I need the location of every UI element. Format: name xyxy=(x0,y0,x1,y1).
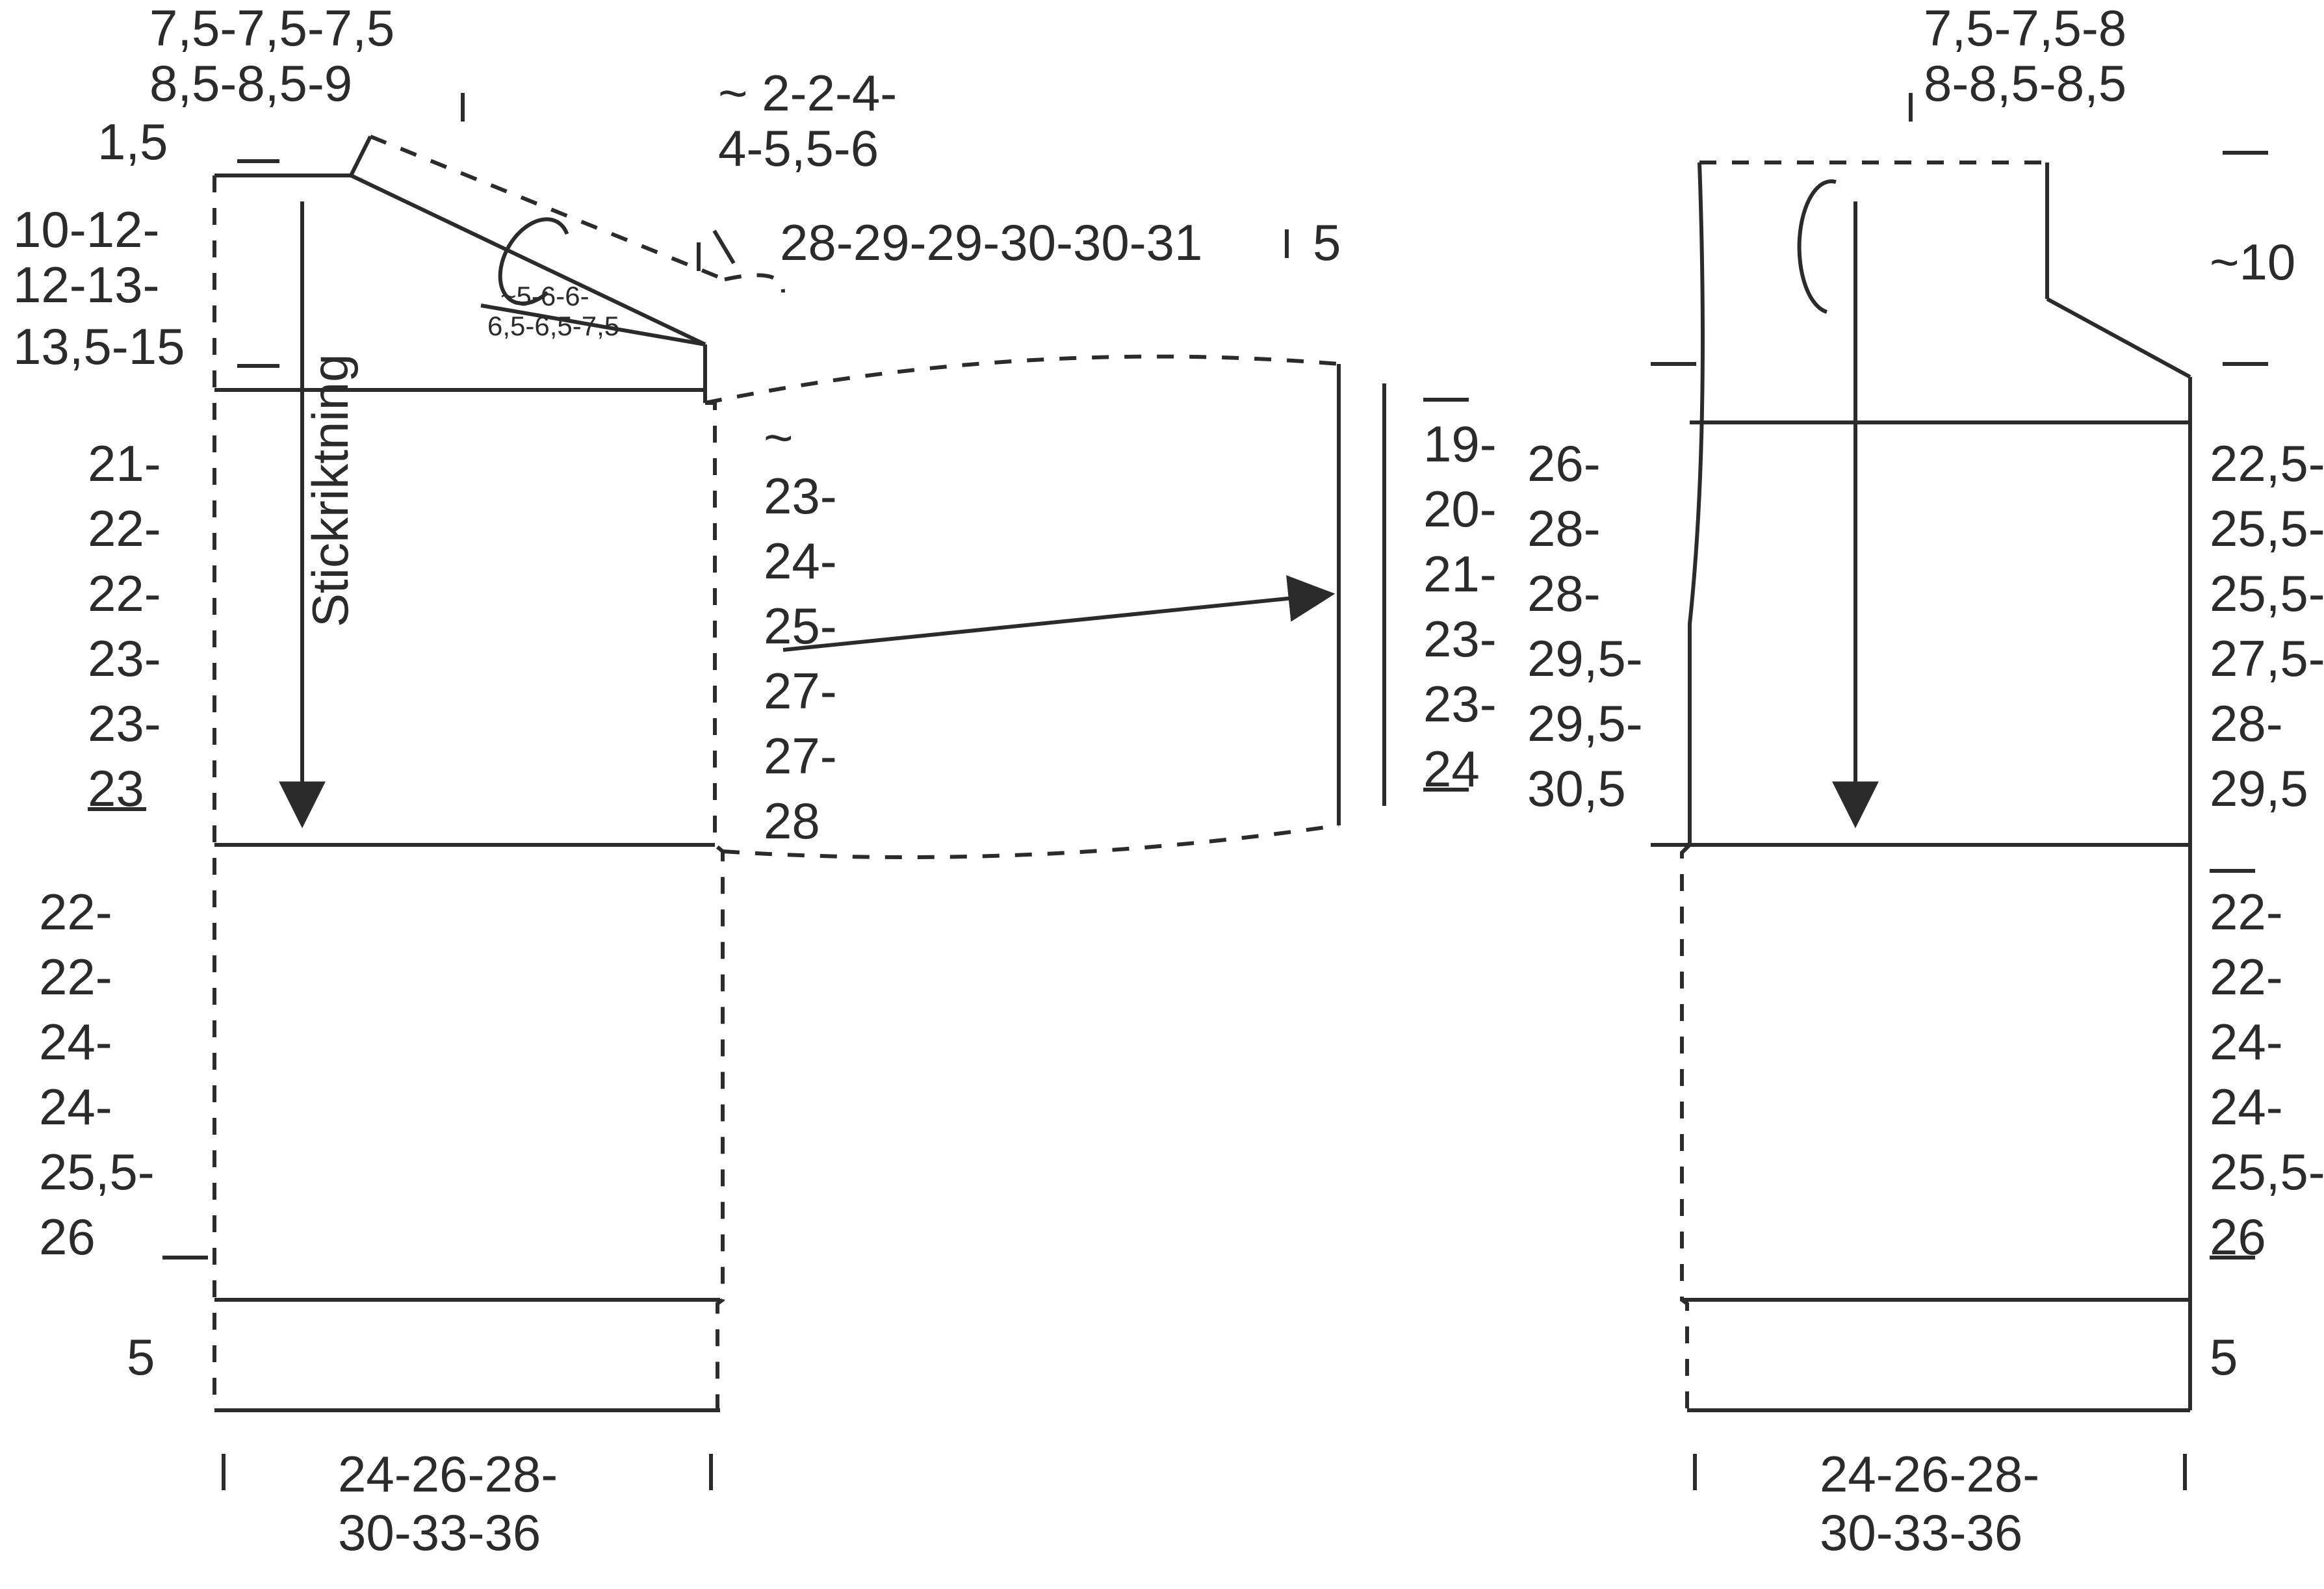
left-lower-stack: 22- xyxy=(39,948,112,1005)
left-sleeve-mid-stack: 27- xyxy=(764,727,837,784)
left-neck-hint-2: 6,5-6,5-7,5 xyxy=(487,311,619,341)
right-top-1: 7,5-7,5-8 xyxy=(1924,0,2126,57)
right-lower-stack: 24- xyxy=(2210,1078,2283,1135)
right-ten: ~10 xyxy=(2210,233,2295,291)
left-side-stack: 23- xyxy=(88,630,161,687)
left-sleeve-mid-stack: 23- xyxy=(764,467,837,524)
right-side-right-stack: 28- xyxy=(2210,695,2283,752)
left-side-stack: 22- xyxy=(88,500,161,557)
right-side-left-stack: 30,5 xyxy=(1527,760,1626,817)
right-side-left-stack: 29,5- xyxy=(1527,630,1643,687)
right-side-left-stack: 26- xyxy=(1527,435,1601,492)
right-side-right-stack: 22,5- xyxy=(2210,435,2324,492)
direction-label: Stickriktning xyxy=(302,354,359,627)
right-lower-stack: 25,5- xyxy=(2210,1143,2324,1200)
left-sleeve-end-stack: 19- xyxy=(1423,415,1497,472)
left-hem-5: 5 xyxy=(127,1328,155,1386)
right-side-left-stack: 29,5- xyxy=(1527,695,1643,752)
left-lower-stack: 26 xyxy=(39,1208,96,1265)
left-side-stack: 23- xyxy=(88,695,161,752)
schematic-svg: Stickriktning 7,5-7,5-7,58,5-8,5-91,5 10-1… xyxy=(0,0,2324,1589)
right-side-right-stack: 29,5 xyxy=(2210,760,2308,817)
left-five: 5 xyxy=(1313,214,1341,271)
left-approx-1: ~ 2-2-4- xyxy=(718,64,897,122)
left-bottom-2: 30-33-36 xyxy=(338,1504,541,1561)
left-lower-stack: 22- xyxy=(39,883,112,940)
left-top-1: 7,5-7,5-7,5 xyxy=(149,0,394,57)
left-sleeve-end-stack: 23- xyxy=(1423,675,1497,732)
right-bottom-2: 30-33-36 xyxy=(1820,1504,2022,1561)
right-hem-5: 5 xyxy=(2210,1328,2238,1386)
left-lower-stack: 25,5- xyxy=(39,1143,155,1200)
left-sleeve-mid-stack: 27- xyxy=(764,662,837,719)
left-neck-hint-1: ~5-6-6- xyxy=(500,281,589,311)
left-bottom-1: 24-26-28- xyxy=(338,1445,558,1503)
left-lower-stack: 24- xyxy=(39,1013,112,1070)
right-bottom-1: 24-26-28- xyxy=(1820,1445,2039,1503)
right-side-right-stack: 25,5- xyxy=(2210,565,2324,622)
left-side-stack: 21- xyxy=(88,435,161,492)
left-tilde: ~ xyxy=(764,409,794,466)
right-lower-stack: 22- xyxy=(2210,883,2283,940)
right-top-2: 8-8,5-8,5 xyxy=(1924,55,2126,112)
left-approx-2: 4-5,5-6 xyxy=(718,120,879,177)
left-sleeve-end-stack: 20- xyxy=(1423,480,1497,537)
left-shoulder-2: 12-13- xyxy=(13,256,159,313)
left-sleeve-end-stack: 23- xyxy=(1423,610,1497,667)
left-shoulder-1: 10-12- xyxy=(13,201,159,258)
left-sleeve-mid-stack: 25- xyxy=(764,597,837,654)
right-lower-stack: 22- xyxy=(2210,948,2283,1005)
right-lower-stack: 24- xyxy=(2210,1013,2283,1070)
right-side-left-stack: 28- xyxy=(1527,500,1601,557)
left-sleeve-mid-stack: 24- xyxy=(764,532,837,589)
left-side-stack: 22- xyxy=(88,565,161,622)
right-side-right-stack: 25,5- xyxy=(2210,500,2324,557)
right-side-right-stack: 27,5- xyxy=(2210,630,2324,687)
left-top-2: 8,5-8,5-9 xyxy=(149,55,352,112)
right-side-left-stack: 28- xyxy=(1527,565,1601,622)
left-shoulder-3: 13,5-15 xyxy=(13,318,185,375)
left-sleeve-end-stack: 21- xyxy=(1423,545,1497,602)
left-sleeve-mid-stack: 28 xyxy=(764,792,820,849)
left-sleeve-top: 28-29-29-30-30-31 xyxy=(780,214,1202,271)
left-1-5: 1,5 xyxy=(97,113,168,170)
left-lower-stack: 24- xyxy=(39,1078,112,1135)
